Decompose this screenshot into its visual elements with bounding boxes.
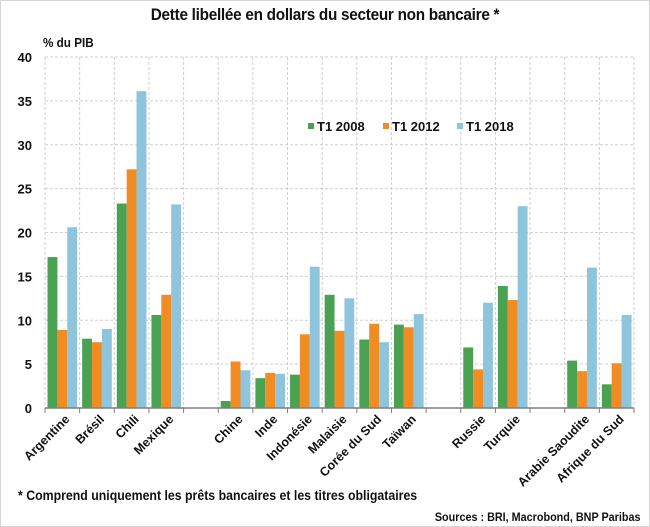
bar-t1-2018 (483, 302, 493, 408)
bar-t1-2008 (290, 374, 300, 408)
bar-t1-2012 (92, 342, 102, 408)
y-axis-ticks: 0 5 10 15 20 25 30 35 40 (18, 50, 32, 416)
bar-t1-2012 (577, 371, 587, 408)
x-tick-label: Chine (211, 412, 245, 446)
y-tick-label: 25 (18, 182, 32, 197)
bar-t1-2018 (344, 298, 355, 408)
y-tick-label: 15 (18, 269, 32, 284)
bar-t1-2018 (517, 206, 528, 408)
legend-label: T1 2008 (317, 119, 365, 134)
bar-t1-2012 (334, 330, 345, 408)
y-tick-label: 40 (18, 50, 32, 65)
bar-t1-2012 (507, 300, 518, 408)
bar-t1-2008 (255, 378, 266, 408)
bar-t1-2012 (611, 363, 622, 408)
y-axis-label: % du PIB (43, 35, 94, 50)
legend-swatch (383, 123, 389, 129)
sources-note: Sources : BRI, Macrobond, BNP Paribas (434, 510, 640, 524)
bar-t1-2012 (230, 361, 241, 408)
bar-t1-2008 (47, 257, 58, 408)
bar-t1-2008 (567, 360, 578, 408)
x-tick-label: Brésil (73, 412, 107, 446)
legend-swatch (457, 123, 463, 129)
bar-t1-2008 (359, 339, 370, 408)
legend: T1 2008 T1 2012 T1 2018 (308, 119, 514, 134)
bar-t1-2008 (116, 203, 127, 408)
bar-t1-2018 (240, 370, 251, 408)
bar-t1-2018 (101, 329, 112, 408)
bars (47, 91, 632, 408)
bar-t1-2012 (265, 372, 276, 408)
bar-t1-2008 (220, 400, 231, 408)
bar-t1-2018 (621, 314, 632, 408)
bar-t1-2012 (473, 369, 484, 408)
bar-t1-2012 (126, 169, 137, 408)
bar-t1-2008 (82, 338, 93, 408)
bar-t1-2018 (309, 266, 320, 408)
bar-t1-2018 (379, 342, 389, 408)
bar-t1-2012 (403, 327, 414, 408)
x-axis (44, 407, 635, 413)
legend-label: T1 2018 (466, 119, 514, 134)
bar-t1-2018 (171, 204, 182, 408)
footnote: * Comprend uniquement les prêts bancaire… (18, 487, 418, 503)
bar-t1-2012 (369, 323, 380, 408)
legend-swatch (308, 123, 314, 129)
bar-t1-2018 (136, 91, 147, 408)
bar-t1-2012 (299, 334, 310, 408)
y-tick-label: 30 (18, 138, 32, 153)
bar-t1-2012 (161, 294, 172, 408)
bar-t1-2008 (601, 384, 612, 408)
gridlines (44, 56, 635, 408)
y-tick-label: 35 (18, 94, 32, 109)
x-tick-label: Argentine (21, 412, 72, 463)
x-tick-label: Taïwan (380, 412, 419, 451)
x-tick-label: Turquie (481, 412, 523, 454)
chart-title: Dette libellée en dollars du secteur non… (150, 5, 500, 24)
x-tick-label: Chili (113, 412, 142, 441)
bar-t1-2018 (67, 227, 78, 408)
y-tick-label: 10 (18, 313, 32, 328)
x-tick-label: Inde (252, 412, 280, 440)
y-tick-label: 5 (25, 357, 32, 372)
y-tick-label: 20 (18, 226, 32, 241)
bar-t1-2008 (393, 324, 404, 408)
bar-t1-2012 (57, 329, 68, 408)
legend-label: T1 2012 (392, 119, 440, 134)
bar-t1-2008 (463, 347, 474, 408)
y-tick-label: 0 (25, 401, 32, 416)
bar-t1-2008 (497, 286, 508, 408)
bar-t1-2018 (413, 314, 424, 408)
bar-t1-2018 (586, 267, 597, 408)
x-tick-label: Corée du Sud (317, 412, 384, 479)
bar-t1-2018 (275, 373, 286, 408)
bar-t1-2008 (151, 314, 162, 408)
bar-t1-2008 (324, 294, 335, 408)
